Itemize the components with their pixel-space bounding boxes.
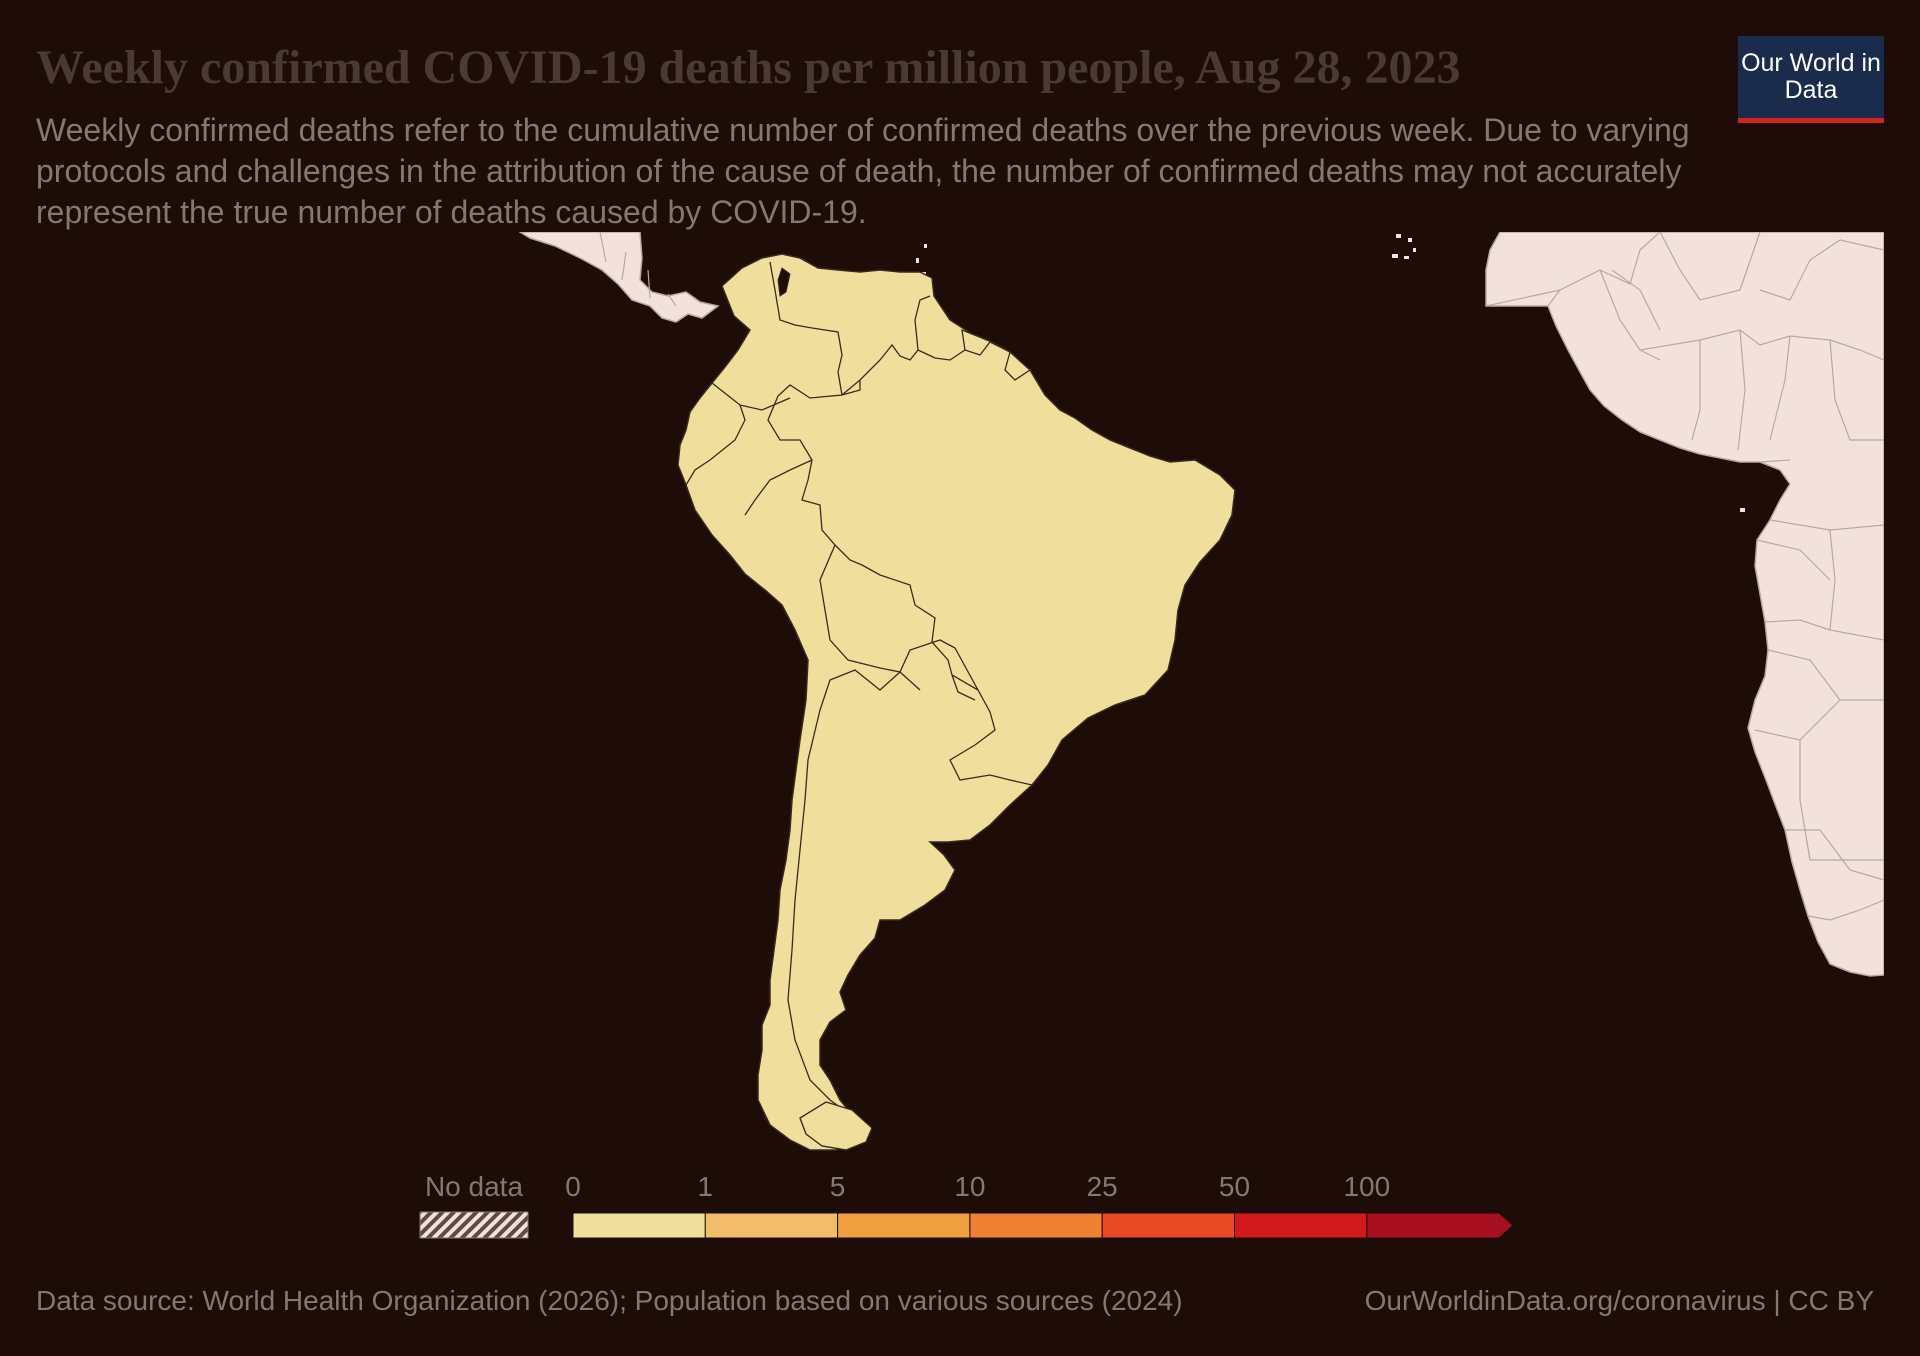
logo-text: Our World in Data — [1741, 49, 1881, 104]
legend-bin-5[interactable] — [1234, 1212, 1368, 1239]
legend-tick-label: 0 — [565, 1171, 581, 1202]
legend-bin-2[interactable] — [837, 1212, 971, 1239]
legend-no-data-swatch[interactable] — [419, 1211, 529, 1239]
owid-logo[interactable]: Our World in Data — [1738, 36, 1884, 123]
data-source: Data source: World Health Organization (… — [36, 1285, 1183, 1316]
legend-tick-label: 100 — [1343, 1171, 1390, 1202]
legend-bin-6[interactable] — [1366, 1212, 1514, 1239]
central-america-borders — [599, 232, 677, 307]
legend-no-data-label: No data — [425, 1171, 523, 1202]
legend-bin-4[interactable] — [1101, 1212, 1235, 1239]
legend-tick-label: 25 — [1087, 1171, 1118, 1202]
chart-subtitle: Weekly confirmed deaths refer to the cum… — [36, 112, 1690, 230]
legend-tick-label: 5 — [830, 1171, 846, 1202]
tierra-del-fuego[interactable] — [799, 1101, 873, 1151]
lake-maracaibo — [777, 267, 791, 297]
central-america-land[interactable] — [518, 232, 720, 323]
legend-bin-1[interactable] — [704, 1212, 839, 1239]
source-url[interactable]: OurWorldinData.org/coronavirus | CC BY — [1364, 1285, 1874, 1316]
africa-land[interactable] — [1485, 232, 1884, 977]
legend-bin-0[interactable] — [572, 1212, 706, 1239]
legend-bin-3[interactable] — [969, 1212, 1103, 1239]
africa-borders — [1485, 232, 1884, 921]
south-america-borders — [685, 261, 1033, 1119]
south-america-land[interactable] — [677, 253, 1236, 1151]
chart-title: Weekly confirmed COVID-19 deaths per mil… — [36, 41, 1461, 94]
legend-tick-label: 50 — [1219, 1171, 1250, 1202]
legend-tick-label: 10 — [954, 1171, 985, 1202]
legend-tick-label: 1 — [698, 1171, 714, 1202]
